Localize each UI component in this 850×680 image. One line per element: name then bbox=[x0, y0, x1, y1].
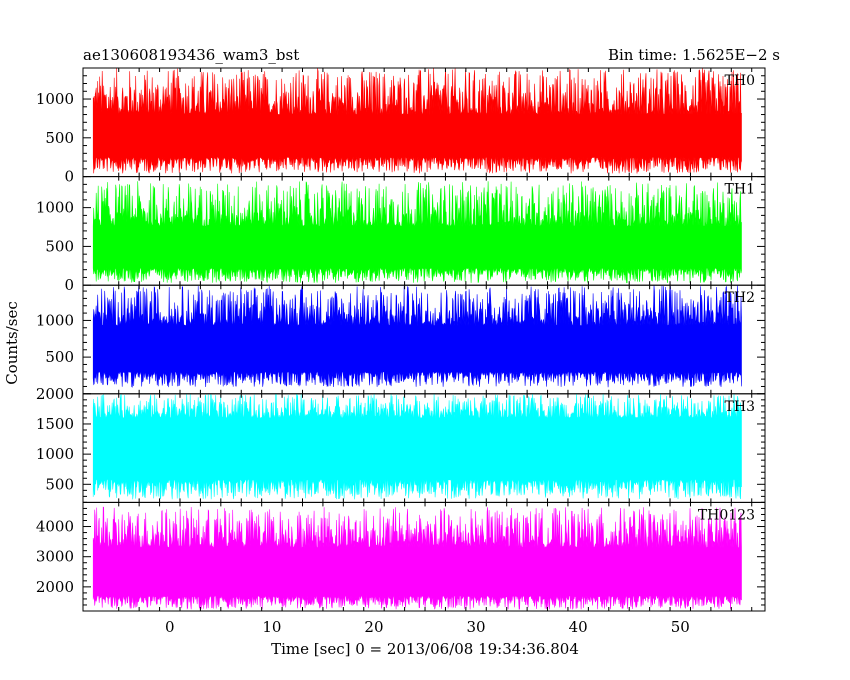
series-th3 bbox=[92, 393, 742, 500]
panel-label-th1: TH1 bbox=[725, 182, 755, 198]
y-tick-label: 1000 bbox=[36, 90, 74, 108]
y-tick-label: 1000 bbox=[36, 199, 74, 217]
chart-title: ae130608193436_wam3_bst bbox=[83, 46, 299, 64]
x-tick-label: 0 bbox=[165, 618, 175, 636]
y-tick-label: 1500 bbox=[36, 415, 74, 433]
panel-label-th0123: TH0123 bbox=[698, 507, 755, 523]
y-tick-label: 500 bbox=[45, 237, 74, 255]
x-tick-label: 30 bbox=[467, 618, 486, 636]
y-tick-label: 2000 bbox=[36, 385, 74, 403]
x-tick-label: 40 bbox=[569, 618, 588, 636]
panel-label-th0: TH0 bbox=[725, 73, 755, 89]
panel-label-th2: TH2 bbox=[725, 290, 755, 306]
x-tick-label: 10 bbox=[262, 618, 281, 636]
x-axis-label: Time [sec] 0 = 2013/06/08 19:34:36.804 bbox=[271, 640, 579, 658]
panels-group: 0 500 1000 TH0 0 500 1000 TH1 500 1000 TH2 500 1000 1… bbox=[36, 67, 766, 612]
y-tick-label: 3000 bbox=[36, 548, 74, 566]
series-th0 bbox=[92, 68, 742, 174]
y-tick-label: 500 bbox=[45, 348, 74, 366]
y-tick-label: 4000 bbox=[36, 518, 74, 536]
series-th0123 bbox=[92, 506, 742, 610]
y-tick-label: 1000 bbox=[36, 445, 74, 463]
x-tick-labels: 0 10 20 30 40 50 bbox=[165, 618, 690, 636]
y-tick-label: 0 bbox=[64, 276, 74, 294]
bin-time-label: Bin time: 1.5625E−2 s bbox=[608, 46, 780, 64]
series-th1 bbox=[92, 181, 742, 284]
y-tick-label: 0 bbox=[64, 168, 74, 186]
series-th2 bbox=[92, 285, 742, 388]
y-tick-label: 500 bbox=[45, 475, 74, 493]
x-tick-label: 20 bbox=[364, 618, 383, 636]
panel-label-th3: TH3 bbox=[725, 399, 755, 415]
y-tick-label: 1000 bbox=[36, 311, 74, 329]
y-tick-label: 500 bbox=[45, 129, 74, 147]
x-tick-label: 50 bbox=[671, 618, 690, 636]
y-axis-label: Counts/sec bbox=[3, 301, 21, 385]
y-tick-label: 2000 bbox=[36, 578, 74, 596]
